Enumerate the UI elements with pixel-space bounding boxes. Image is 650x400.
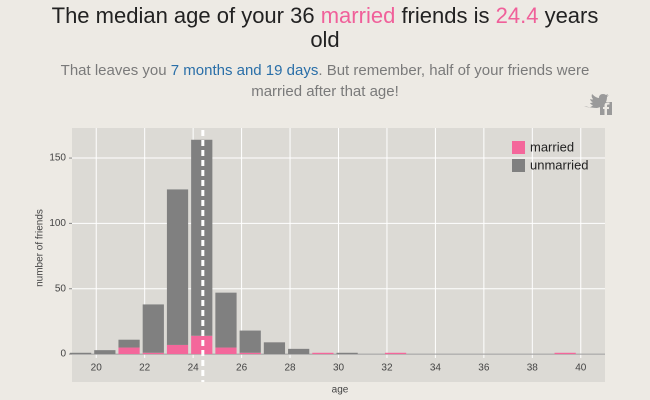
bar xyxy=(215,347,237,355)
bar xyxy=(336,352,358,355)
bar xyxy=(94,350,116,355)
x-tick-label: 38 xyxy=(527,363,539,374)
y-axis-label: number of friends xyxy=(35,209,46,287)
x-tick-label: 30 xyxy=(333,363,345,374)
y-tick-label: 0 xyxy=(60,349,66,360)
subtitle: That leaves you 7 months and 19 days. Bu… xyxy=(60,60,590,102)
bar xyxy=(118,347,140,355)
share-icons xyxy=(584,94,612,115)
headline-text: friends is xyxy=(401,3,490,28)
x-tick-label: 22 xyxy=(139,363,151,374)
x-tick-label: 34 xyxy=(430,363,442,374)
headline-text: years old xyxy=(310,3,599,52)
subtitle-text: . But remember, half of your friends wer… xyxy=(251,62,590,100)
headline-count: 36 xyxy=(290,3,315,28)
legend-swatch xyxy=(512,159,525,172)
bar xyxy=(263,342,286,355)
x-tick-label: 20 xyxy=(91,363,103,374)
bar xyxy=(166,189,189,345)
bar xyxy=(384,352,407,355)
x-tick-label: 28 xyxy=(284,363,296,374)
bar xyxy=(288,348,310,355)
headline-text: The median age of your xyxy=(51,3,284,28)
headline: The median age of your 36 married friend… xyxy=(45,4,605,52)
x-tick-label: 26 xyxy=(236,363,248,374)
subtitle-duration: 7 months and 19 days xyxy=(170,62,319,79)
y-tick-label: 50 xyxy=(55,283,67,294)
y-tick-label: 150 xyxy=(49,153,66,164)
headline-median: 24.4 xyxy=(495,3,539,28)
legend-label: unmarried xyxy=(530,157,589,172)
legend-label: married xyxy=(530,139,574,154)
bar xyxy=(70,352,92,355)
bar xyxy=(312,352,334,355)
subtitle-text: That leaves you xyxy=(60,62,167,79)
bar xyxy=(166,344,189,355)
bar xyxy=(215,292,237,348)
headline-highlight: married xyxy=(320,3,396,28)
x-tick-label: 32 xyxy=(381,363,393,374)
y-tick-label: 100 xyxy=(49,218,66,229)
bar xyxy=(118,339,140,348)
x-tick-label: 24 xyxy=(188,363,200,374)
bar xyxy=(142,352,164,355)
bar xyxy=(239,330,261,353)
x-tick-label: 36 xyxy=(478,363,490,374)
bar xyxy=(554,352,576,355)
bar xyxy=(239,352,261,355)
x-tick-label: 40 xyxy=(575,363,587,374)
x-axis-label: age xyxy=(332,385,349,396)
facebook-glyph xyxy=(603,102,610,115)
bar xyxy=(142,304,164,353)
legend-swatch xyxy=(512,141,525,154)
bar xyxy=(191,139,213,336)
